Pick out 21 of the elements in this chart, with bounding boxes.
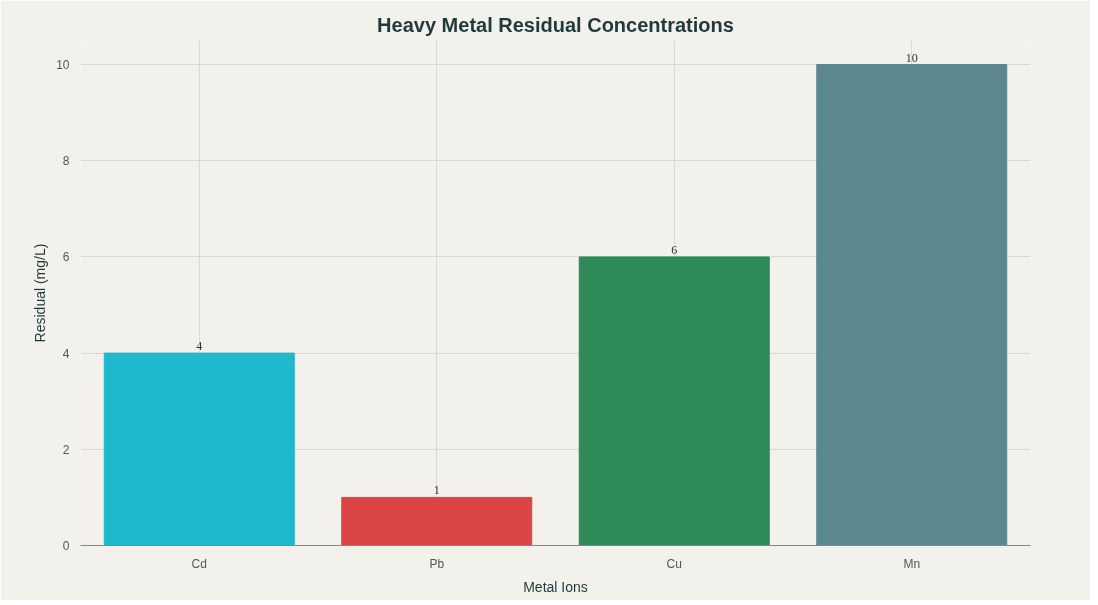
bar [578,256,770,546]
x-tick-label: Cu [666,556,682,571]
y-tick-label: 6 [62,250,70,265]
data-label: 10 [905,50,918,65]
y-tick-label: 4 [62,346,70,361]
x-tick-label: Cd [191,556,207,571]
data-label: 6 [671,242,678,257]
bar [341,496,533,546]
bar [816,64,1008,546]
x-tick-label: Mn [903,556,921,571]
y-tick-label: 10 [56,58,70,73]
y-axis-title: Residual (mg/L) [32,243,49,343]
chart-title: Heavy Metal Residual Concentrations [377,13,734,36]
x-axis-title: Metal Ions [523,578,588,595]
x-tick-label: Pb [429,556,445,571]
bar [103,352,295,546]
y-tick-label: 8 [62,154,70,169]
y-tick-label: 0 [62,539,70,553]
data-label: 1 [433,483,440,498]
y-tick-label: 2 [62,442,70,457]
data-label: 4 [196,339,203,354]
